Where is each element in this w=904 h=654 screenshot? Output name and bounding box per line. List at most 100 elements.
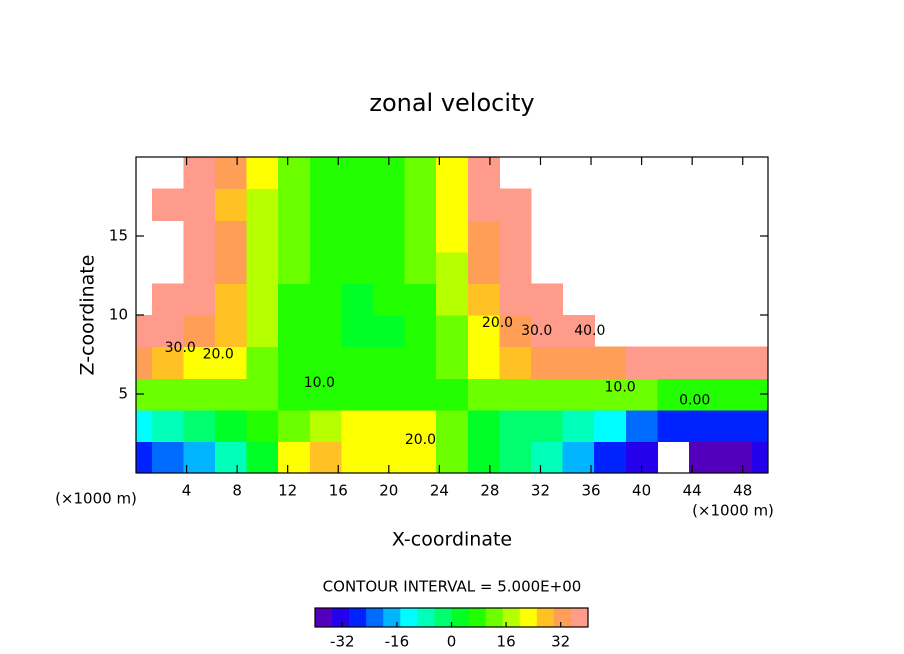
x-tick-label: 8 [232, 482, 242, 500]
field-cell [278, 188, 311, 221]
field-cell [215, 441, 248, 473]
field-cell [657, 409, 690, 442]
field-cell [467, 251, 500, 284]
field-cell [215, 346, 248, 379]
colorbar-swatch [349, 608, 367, 627]
field-cell [309, 220, 342, 253]
field-cell [467, 220, 500, 253]
colorbar-swatch [451, 608, 470, 627]
field-cell [183, 188, 216, 221]
field-cell [625, 346, 658, 379]
field-cell [436, 188, 469, 221]
field-cell [215, 315, 248, 348]
colorbar-tick-label: 0 [447, 633, 457, 651]
field-cell [341, 251, 374, 284]
field-cell [278, 251, 311, 284]
field-cell [373, 283, 406, 316]
field-cell [341, 283, 374, 316]
x-tick-label: 32 [531, 482, 550, 500]
field-cell [278, 315, 311, 348]
field-cell [215, 378, 248, 411]
field-cell [373, 220, 406, 253]
y-tick-label: 10 [109, 306, 128, 324]
field-cell [531, 346, 564, 379]
field-cell [215, 409, 248, 442]
y-tick-label: 15 [109, 227, 128, 245]
field-cell [151, 441, 184, 473]
colorbar-tick-label: -16 [385, 633, 410, 651]
field-cell [215, 283, 248, 316]
field-cell [436, 315, 469, 348]
field-cell [752, 441, 768, 473]
field-cell [404, 441, 437, 473]
field-cell [136, 378, 153, 411]
field-cell [309, 346, 342, 379]
field-cell [151, 283, 184, 316]
field-cell [278, 346, 311, 379]
colorbar-swatch [417, 608, 435, 627]
x-unit-label: (×1000 m) [55, 490, 137, 508]
colorbar-swatch [468, 608, 487, 627]
field-cell [341, 188, 374, 221]
field-cell [562, 441, 595, 473]
field-cell [278, 378, 311, 411]
field-cell [183, 409, 216, 442]
field-cell [136, 346, 153, 379]
field-cell [373, 346, 406, 379]
field-cell [689, 441, 722, 473]
field-cell [467, 346, 500, 379]
field-cell [562, 346, 595, 379]
colorbar-swatch [502, 608, 521, 627]
x-tick-label: 44 [683, 482, 702, 500]
field-cell [436, 283, 469, 316]
field-cell [246, 251, 279, 284]
contour-label: 20.0 [405, 432, 436, 448]
field-cell [246, 441, 279, 473]
field-cell [467, 157, 500, 190]
field-cell [309, 283, 342, 316]
field-cell [341, 220, 374, 253]
x-tick-label: 28 [480, 482, 499, 500]
x-tick-label: 40 [632, 482, 651, 500]
x-tick-label: 24 [430, 482, 449, 500]
field-cell [183, 441, 216, 473]
field-cell [499, 220, 532, 253]
field-cell [594, 409, 627, 442]
colorbar-swatch [485, 608, 504, 627]
field-cell [625, 409, 658, 442]
contour-label: 30.0 [521, 323, 552, 339]
field-cell [752, 346, 768, 379]
field-cell [341, 441, 374, 473]
field-cell [136, 409, 153, 442]
field-cell [531, 409, 564, 442]
field-cell [309, 378, 342, 411]
colorbar-tick-label: 32 [551, 633, 570, 651]
field-cell [404, 283, 437, 316]
x-tick-label: 16 [329, 482, 348, 500]
field-cell [183, 283, 216, 316]
field-cell [136, 441, 153, 473]
field-cell [436, 157, 469, 190]
field-cell [309, 251, 342, 284]
field-cell [309, 188, 342, 221]
field-cell [720, 441, 753, 473]
contour-label: 10.0 [605, 380, 636, 396]
field-cell [594, 346, 627, 379]
field-cell [215, 188, 248, 221]
colorbar-swatch [400, 608, 418, 627]
field-cell [531, 315, 564, 348]
field-cell [278, 409, 311, 442]
contour-label: 20.0 [482, 315, 513, 331]
field [136, 157, 768, 473]
contour-label: 10.0 [304, 375, 335, 391]
field-cell [246, 346, 279, 379]
colorbar-swatch [434, 608, 452, 627]
x-tick-label: 48 [733, 482, 752, 500]
field-cell [499, 409, 532, 442]
field-cell [341, 157, 374, 190]
field-cell [373, 315, 406, 348]
field-cell [183, 251, 216, 284]
field-cell [531, 441, 564, 473]
field-cell [689, 378, 722, 411]
field-cell [246, 409, 279, 442]
